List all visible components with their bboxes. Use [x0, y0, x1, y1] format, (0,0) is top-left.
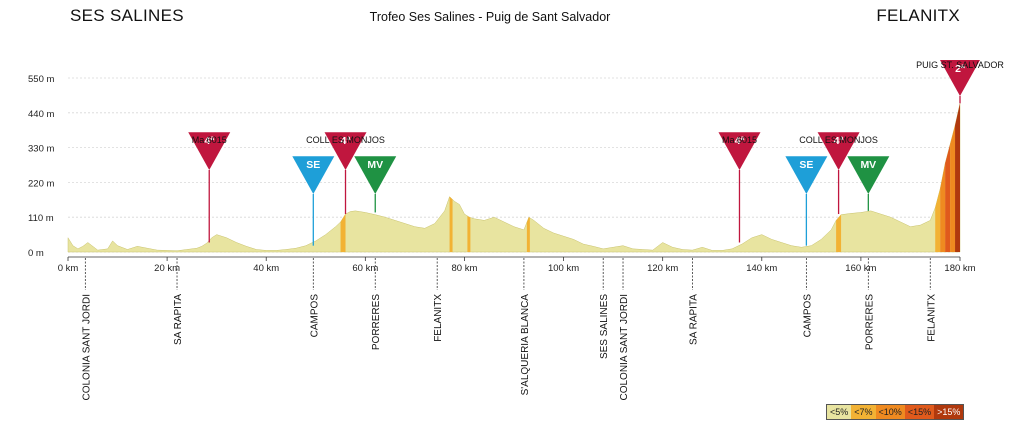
climb-marker-triangle [718, 132, 761, 170]
climb-marker-label: 4ª [735, 135, 745, 147]
mv-marker: MV [847, 156, 890, 194]
place-label: FELANITX [926, 294, 937, 342]
climb-marker-triangle [940, 60, 980, 96]
climb-marker-triangle [324, 132, 367, 170]
climb-marker: 2ª [940, 60, 980, 96]
steep-section [940, 163, 946, 252]
profile-area [67, 103, 961, 253]
place-label: SES SALINES [599, 294, 610, 359]
climb-marker-label: 4ª [834, 135, 844, 147]
climb-marker-triangle [188, 132, 231, 170]
place-label: PORRERES [864, 294, 875, 350]
x-tick-label: 100 km [548, 263, 579, 274]
steep-section [935, 188, 941, 252]
x-tick-label: 160 km [845, 263, 876, 274]
climb-name: PUIG ST. SALVADOR [916, 60, 1004, 70]
y-tick-label: 0 m [28, 248, 44, 259]
steep-sections [340, 103, 960, 253]
x-axis: 0 km 20 km 40 km 60 km 80 km 100 km 120 km 140 … [58, 256, 976, 274]
sprint-marker-triangle [292, 156, 335, 194]
steep-section [449, 196, 453, 252]
elevation-profile [67, 103, 961, 253]
place-label: SA RAPITA [173, 294, 184, 345]
steep-section [945, 144, 951, 252]
sprint-marker-label: SE [799, 159, 813, 171]
legend-grade-7: <7% [851, 405, 876, 419]
x-tick-label: 80 km [452, 263, 478, 274]
place-label: FELANITX [433, 294, 444, 342]
sprint-marker: SE [292, 156, 335, 194]
x-tick-label: 20 km [154, 263, 180, 274]
place-label: COLONIA SANT JORDI [81, 294, 92, 401]
climb-marker: 4ª [718, 132, 761, 170]
climb-marker-label: 4ª [204, 135, 214, 147]
sprint-marker: SE [785, 156, 828, 194]
x-tick-label: 40 km [253, 263, 279, 274]
steep-section [467, 215, 471, 252]
steep-section [955, 103, 960, 253]
x-tick-label: 0 km [58, 263, 79, 274]
place-label: S'ALQUERIA BLANCA [520, 294, 531, 396]
race-title: Trofeo Ses Salines - Puig de Sant Salvad… [369, 10, 611, 24]
y-axis: 0 m 110 m 220 m 330 m 440 m 550 m [28, 74, 54, 259]
climb-marker: 4ª [817, 132, 860, 170]
y-tick-label: 440 m [28, 109, 54, 120]
place-label: CAMPOS [309, 294, 320, 338]
climb-name: COLL ES MONJOS [306, 135, 385, 145]
x-tick-label: 120 km [647, 263, 678, 274]
finish-town-label: FELANITX [876, 6, 960, 25]
legend-grade-5: <5% [827, 405, 852, 419]
sprint-marker-label: SE [306, 159, 320, 171]
place-label: PORRERES [371, 294, 382, 350]
mv-marker-label: MV [860, 159, 876, 171]
steep-section [950, 125, 956, 252]
x-tick-label: 180 km [944, 263, 975, 274]
climb-name: Ma 6015 [192, 135, 227, 145]
y-tick-label: 110 m [28, 213, 54, 224]
climb-marker-label: 2ª [955, 63, 965, 75]
mv-marker-triangle [847, 156, 890, 194]
mv-marker: MV [354, 156, 397, 194]
legend-grade-over-15: >15% [934, 405, 964, 419]
steep-section [340, 214, 346, 252]
climb-name: COLL ES MONJOS [799, 135, 878, 145]
climb-marker-label: 4ª [341, 135, 351, 147]
y-tick-label: 550 m [28, 74, 54, 85]
climb-marker-triangle [817, 132, 860, 170]
gradient-legend: <5% <7% <10% <15% >15% [826, 404, 965, 420]
grid-lines [68, 77, 960, 253]
place-label: SA RAPITA [688, 294, 699, 345]
start-town-label: SES SALINES [70, 6, 184, 25]
x-tick-label: 140 km [746, 263, 777, 274]
place-label: COLONIA SANT JORDI [619, 294, 630, 401]
sprint-marker-triangle [785, 156, 828, 194]
legend-grade-10: <10% [875, 405, 905, 419]
steep-section [526, 217, 530, 252]
x-tick-label: 60 km [352, 263, 378, 274]
y-tick-label: 220 m [28, 178, 54, 189]
climb-marker: 4ª [188, 132, 231, 170]
mv-marker-triangle [354, 156, 397, 194]
mv-marker-label: MV [367, 159, 383, 171]
legend-grade-15: <15% [904, 405, 935, 419]
climb-marker: 4ª [324, 132, 367, 170]
y-tick-label: 330 m [28, 144, 54, 155]
steep-section [836, 214, 842, 252]
place-labels: COLONIA SANT JORDI SA RAPITA CAMPOS PORRERE… [81, 258, 937, 401]
climb-name: Ma 6015 [722, 135, 757, 145]
place-label: CAMPOS [802, 294, 813, 338]
